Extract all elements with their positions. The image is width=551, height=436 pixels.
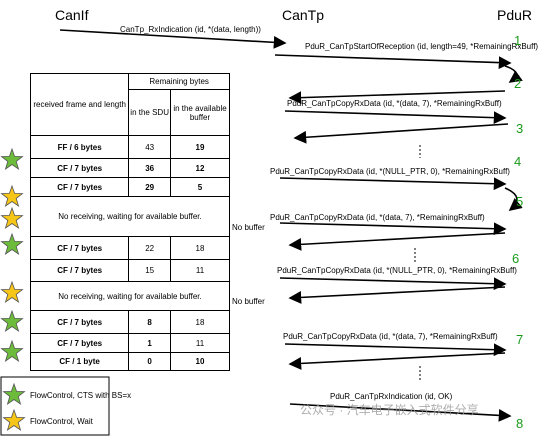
step-number: 1 xyxy=(514,33,521,48)
table-cell: CF / 7 bytes xyxy=(29,310,130,334)
self-arrow xyxy=(504,65,523,83)
star-wait xyxy=(1,207,23,229)
message: PduR_CanTpCopyRxData (id, *(data, 7), *R… xyxy=(287,99,502,108)
arrow xyxy=(59,29,287,49)
star-cts xyxy=(1,148,23,170)
table-row: FF / 6 bytes 43 19 xyxy=(29,135,230,159)
arrow xyxy=(288,352,506,370)
table-row: CF / 7 bytes 36 12 xyxy=(29,158,230,178)
message: PduR_CanTpCopyRxData (id, *(NULL_PTR, 0)… xyxy=(277,266,517,275)
arrow xyxy=(284,110,507,125)
table-cell: 29 xyxy=(128,177,171,197)
table-cell: CF / 7 bytes xyxy=(29,236,130,260)
table-cell: 1 xyxy=(128,333,171,353)
table: received frame and length Remaining byte… xyxy=(29,73,230,371)
message: CanTp_RxIndication (id, *(data, length)) xyxy=(120,25,261,34)
legend-label: FlowControl, Wait xyxy=(30,417,94,426)
arrow xyxy=(279,277,507,291)
table-cell: CF / 1 byte xyxy=(29,352,130,371)
table-note: No receiving, waiting for available buff… xyxy=(30,196,230,237)
legend-star xyxy=(3,409,25,431)
lifeline-label: CanIf xyxy=(55,7,89,23)
table-cell: CF / 7 bytes xyxy=(29,259,130,282)
arrow xyxy=(288,232,506,251)
table-cell: 5 xyxy=(170,177,230,197)
arrow xyxy=(279,222,507,236)
table-cell: 10 xyxy=(170,352,230,371)
header-cell: in the available buffer xyxy=(170,89,230,136)
table-note: No receiving, waiting for available buff… xyxy=(30,281,230,311)
message: PduR_CanTpRxIndication (id, OK) xyxy=(330,392,453,401)
table-cell: 12 xyxy=(170,158,230,178)
message: PduR_CanTpCopyRxData (id, *(data, 7), *R… xyxy=(270,213,485,222)
table-cell: 11 xyxy=(170,333,230,353)
arrow xyxy=(274,54,512,70)
table-cell: 11 xyxy=(170,259,230,282)
star-cts xyxy=(1,233,23,255)
star-cts xyxy=(1,340,23,362)
lifeline-label: CanTp xyxy=(282,7,324,23)
arrow xyxy=(288,90,506,105)
step-number: 4 xyxy=(514,154,521,169)
table-cell: 22 xyxy=(128,236,171,260)
star-cts xyxy=(1,310,23,332)
table-cell: 15 xyxy=(128,259,171,282)
arrow xyxy=(289,403,512,422)
table-cell: 0 xyxy=(128,352,171,371)
table-cell: 43 xyxy=(128,135,171,159)
step-number: 2 xyxy=(514,76,521,91)
note: No buffer xyxy=(232,297,265,306)
table-row: CF / 1 byte 0 10 xyxy=(29,352,230,371)
table-row: No receiving, waiting for available buff… xyxy=(30,196,230,237)
table-cell: 36 xyxy=(128,158,171,178)
arrow xyxy=(293,123,509,144)
header-cell: Remaining bytes xyxy=(128,73,230,90)
message: PduR_CanTpCopyRxData (id, *(NULL_PTR, 0)… xyxy=(270,167,510,176)
table-cell: CF / 7 bytes xyxy=(29,158,130,178)
table-cell: 8 xyxy=(128,310,171,334)
table-cell: CF / 7 bytes xyxy=(29,333,130,353)
table-row: CF / 7 bytes 29 5 xyxy=(29,177,230,197)
arrow xyxy=(288,286,506,304)
table-row: CF / 7 bytes 8 18 xyxy=(29,310,230,334)
lifeline-label: PduR xyxy=(497,7,532,23)
message: PduR_CanTpStartOfReception (id, length=4… xyxy=(305,42,538,51)
table-row: No receiving, waiting for available buff… xyxy=(30,281,230,311)
step-number: 8 xyxy=(516,416,523,431)
table-row: CF / 7 bytes 1 11 xyxy=(29,333,230,353)
table-cell: CF / 7 bytes xyxy=(29,177,130,197)
watermark: 公众号 · 汽车电子嵌入式软件分享 xyxy=(300,402,479,417)
header-cell: in the SDU xyxy=(128,89,171,136)
arrow xyxy=(284,343,507,357)
table-cell: FF / 6 bytes xyxy=(29,135,130,159)
table-cell: 19 xyxy=(170,135,230,159)
step-number: 7 xyxy=(516,332,523,347)
self-arrow xyxy=(504,187,523,212)
legend-label: FlowControl, CTS with BS=x xyxy=(30,391,131,400)
star-wait xyxy=(1,185,23,207)
header-cell: received frame and length xyxy=(29,73,130,136)
step-number: 6 xyxy=(512,251,519,266)
note: No buffer xyxy=(232,223,265,232)
table-row: CF / 7 bytes 15 11 xyxy=(29,259,230,282)
table-cell: 18 xyxy=(170,310,230,334)
step-number: 3 xyxy=(516,121,523,136)
legend-star xyxy=(3,383,25,405)
arrow xyxy=(279,177,507,191)
message: PduR_CanTpCopyRxData (id, *(data, 7), *R… xyxy=(283,332,498,341)
table-row: CF / 7 bytes 22 18 xyxy=(29,236,230,260)
table-cell: 18 xyxy=(170,236,230,260)
legend-box xyxy=(0,376,110,436)
step-number: 5 xyxy=(516,194,523,209)
star-wait xyxy=(1,281,23,303)
